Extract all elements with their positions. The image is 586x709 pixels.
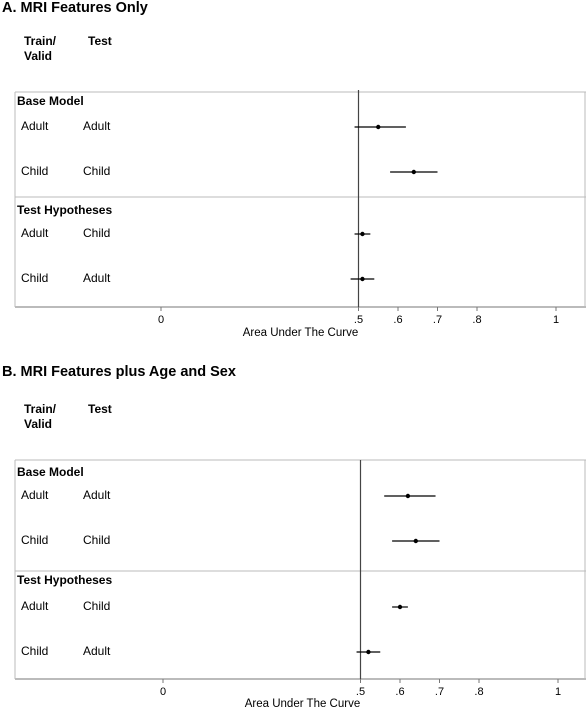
- row-train-label: Child: [21, 533, 49, 547]
- panel-a: A. MRI Features Only Train/ Valid Test 0 .5.…: [0, 0, 586, 345]
- x-tick-label: .7: [435, 686, 444, 698]
- x-tick-label: .5: [354, 314, 363, 326]
- auc-point: [376, 124, 381, 130]
- x-tick-label: .8: [474, 686, 483, 698]
- x-tick-label: 1: [553, 314, 559, 326]
- group-label: Test Hypotheses: [17, 573, 113, 587]
- row-train-label: Adult: [21, 488, 49, 502]
- auc-point: [360, 276, 365, 282]
- row-test-label: Child: [83, 599, 111, 613]
- column-header-test: Test: [88, 34, 112, 48]
- row-test-label: Adult: [83, 488, 111, 502]
- x-tick-label: .8: [472, 314, 481, 326]
- x-tick-label: .6: [393, 314, 402, 326]
- x-tick-label: .7: [433, 314, 442, 326]
- x-tick-label: .5: [356, 686, 365, 698]
- row-test-label: Child: [83, 533, 111, 547]
- x-tick-label: .6: [395, 686, 404, 698]
- row-test-label: Child: [83, 226, 111, 240]
- row-train-label: Adult: [21, 226, 49, 240]
- row-test-label: Child: [83, 164, 111, 178]
- row-train-label: Child: [21, 644, 49, 658]
- x-tick-label: 0: [160, 686, 166, 698]
- row-train-label: Child: [21, 164, 49, 178]
- chart-title: A. MRI Features Only: [2, 0, 148, 16]
- x-axis-label: Area Under The Curve: [243, 327, 358, 339]
- auc-point: [411, 169, 416, 175]
- column-header-train: Train/ Valid: [24, 34, 57, 63]
- row-test-label: Adult: [83, 119, 111, 133]
- x-tick-label: 1: [555, 686, 561, 698]
- row-train-label: Child: [21, 271, 49, 285]
- x-tick-label: 0: [158, 314, 164, 326]
- forest-plot: 0 .5 .6 .7 .8 1 Area Under The Curve: [14, 459, 586, 709]
- group-label: Base Model: [17, 465, 84, 479]
- x-axis-label: Area Under The Curve: [245, 698, 360, 709]
- column-header-train: Train/ Valid: [24, 402, 57, 431]
- forest-plot: 0 .5 .6 .7 .8 1 Area Under The Curve: [14, 90, 586, 339]
- panel-b: B. MRI Features plus Age and Sex Train/ V…: [0, 364, 586, 709]
- row-test-label: Adult: [83, 271, 111, 285]
- auc-point: [413, 538, 418, 544]
- auc-point: [366, 649, 371, 655]
- column-header-test: Test: [88, 402, 112, 416]
- row-train-label: Adult: [21, 599, 49, 613]
- chart-title: B. MRI Features plus Age and Sex: [2, 364, 236, 380]
- group-label: Base Model: [17, 94, 84, 108]
- group-label: Test Hypotheses: [17, 203, 113, 217]
- auc-point: [360, 231, 365, 237]
- row-train-label: Adult: [21, 119, 49, 133]
- auc-point: [397, 604, 403, 610]
- row-test-label: Adult: [83, 644, 111, 658]
- auc-point: [405, 493, 411, 499]
